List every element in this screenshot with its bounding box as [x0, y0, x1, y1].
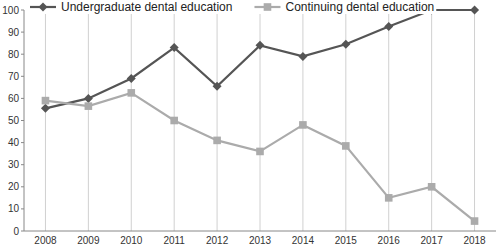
- grid-line: [88, 10, 89, 231]
- series-marker: [170, 117, 178, 125]
- series-marker: [256, 41, 265, 50]
- x-tick-label: 2010: [120, 235, 143, 246]
- series-marker: [84, 94, 93, 103]
- x-tick-label: 2012: [206, 235, 229, 246]
- series-marker: [127, 89, 135, 97]
- series-marker: [470, 6, 479, 15]
- grid-line: [431, 10, 432, 231]
- series-marker: [127, 74, 136, 83]
- data-group: [41, 6, 479, 225]
- series-marker: [256, 148, 264, 156]
- series-marker: [213, 82, 222, 91]
- series-marker: [385, 194, 393, 202]
- x-tick-label: 2009: [77, 235, 100, 246]
- y-tick-label: 40: [8, 137, 20, 148]
- series-marker: [341, 40, 350, 49]
- chart-svg: 0 10 20 30 40 50 60 70 80 90 100 2008 2009 2010 2011 20…: [0, 0, 500, 248]
- legend-bg: [28, 0, 436, 14]
- x-tick-label: 2015: [335, 235, 358, 246]
- y-tick-label: 80: [8, 49, 20, 60]
- grid-line: [217, 10, 218, 231]
- series-marker: [298, 52, 307, 61]
- legend-label: Continuing dental education: [285, 0, 434, 14]
- y-tick-label: 60: [8, 93, 20, 104]
- series-marker: [42, 97, 50, 105]
- series-marker: [85, 102, 93, 110]
- series-marker: [384, 22, 393, 31]
- series-marker: [342, 142, 350, 150]
- chart-root: 0 10 20 30 40 50 60 70 80 90 100 2008 2009 2010 2011 20…: [0, 0, 500, 248]
- y-tick-label: 70: [8, 71, 20, 82]
- x-tick-label: 2013: [249, 235, 272, 246]
- y-tick-label: 50: [8, 115, 20, 126]
- y-tick-label: 10: [8, 203, 20, 214]
- grid-line: [45, 10, 46, 231]
- x-tick-label: 2016: [378, 235, 401, 246]
- series-line: [45, 10, 474, 108]
- series-marker: [299, 121, 307, 129]
- grid-line: [131, 10, 132, 231]
- grid-line: [474, 10, 475, 231]
- y-axis: [24, 10, 25, 231]
- series-line: [45, 93, 474, 221]
- x-tick-label: 2011: [163, 235, 185, 246]
- x-tick-label: 2008: [34, 235, 57, 246]
- y-tick-label: 0: [13, 226, 19, 237]
- y-tick-label: 100: [2, 5, 19, 16]
- legend-marker: [39, 3, 48, 12]
- grid-line: [302, 10, 303, 231]
- legend-marker: [264, 3, 272, 11]
- y-tick-label: 30: [8, 159, 20, 170]
- series-marker: [41, 104, 50, 113]
- legend-label: Undergraduate dental education: [61, 0, 232, 14]
- x-tick-label: 2014: [292, 235, 315, 246]
- series-marker: [213, 137, 221, 145]
- legend: Undergraduate dental education Continuing…: [28, 0, 436, 14]
- y-tick-label: 90: [8, 27, 20, 38]
- series-marker: [170, 43, 179, 52]
- x-tick-label: 2018: [463, 235, 486, 246]
- x-axis: [24, 231, 496, 232]
- series-marker: [471, 217, 479, 225]
- y-tick-label: 20: [8, 181, 20, 192]
- x-tick-label: 2017: [421, 235, 444, 246]
- series-marker: [428, 183, 436, 191]
